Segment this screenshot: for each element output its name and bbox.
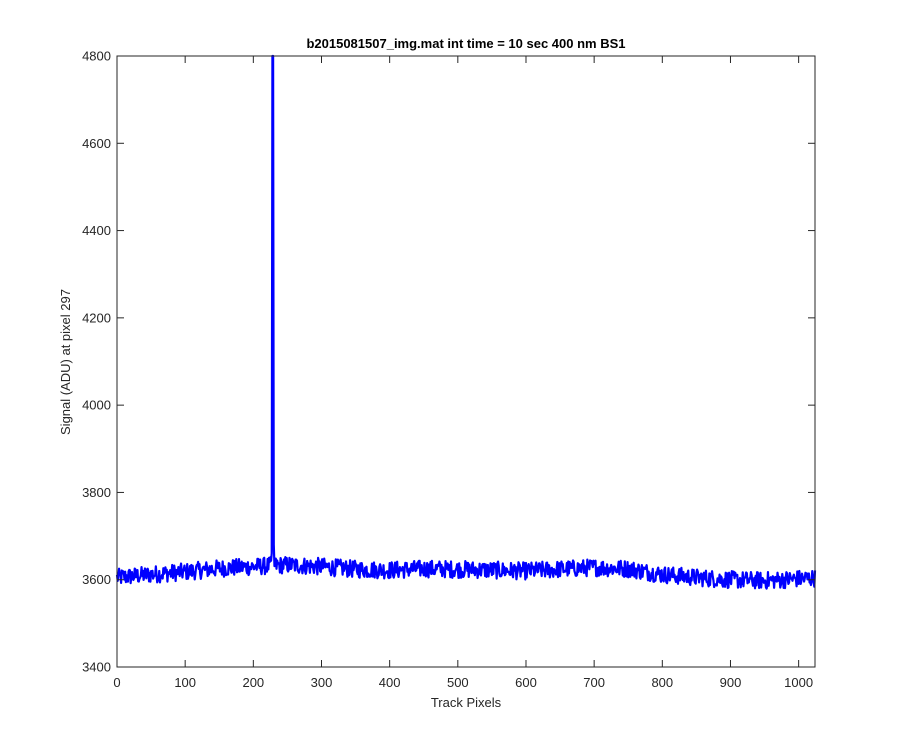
x-tick-label: 900 <box>720 675 742 690</box>
x-tick-label: 700 <box>583 675 605 690</box>
chart-title: b2015081507_img.mat int time = 10 sec 40… <box>306 36 625 51</box>
x-axis-label: Track Pixels <box>431 695 502 710</box>
y-tick-label: 4000 <box>82 398 111 413</box>
plot-frame <box>116 55 816 668</box>
y-tick-label: 4800 <box>82 49 111 64</box>
y-tick-label: 3400 <box>82 660 111 675</box>
y-tick-label: 4600 <box>82 136 111 151</box>
x-tick-label: 100 <box>174 675 196 690</box>
y-tick-label: 3800 <box>82 485 111 500</box>
x-tick-label: 1000 <box>784 675 813 690</box>
y-axis-label: Signal (ADU) at pixel 297 <box>58 289 73 435</box>
x-tick-label: 600 <box>515 675 537 690</box>
x-tick-label: 300 <box>311 675 333 690</box>
x-tick-label: 200 <box>242 675 264 690</box>
plot-area: 0 100 200 300 400 500 600 700 800 900 1000 3400 3600… <box>82 49 817 690</box>
y-tick-label: 4200 <box>82 310 111 325</box>
x-tick-label: 400 <box>379 675 401 690</box>
x-tick-label: 500 <box>447 675 469 690</box>
y-tick-label: 4400 <box>82 223 111 238</box>
series-line-0 <box>115 54 817 590</box>
y-tick-label: 3600 <box>82 572 111 587</box>
x-tick-label: 800 <box>651 675 673 690</box>
x-tick-label: 0 <box>113 675 120 690</box>
